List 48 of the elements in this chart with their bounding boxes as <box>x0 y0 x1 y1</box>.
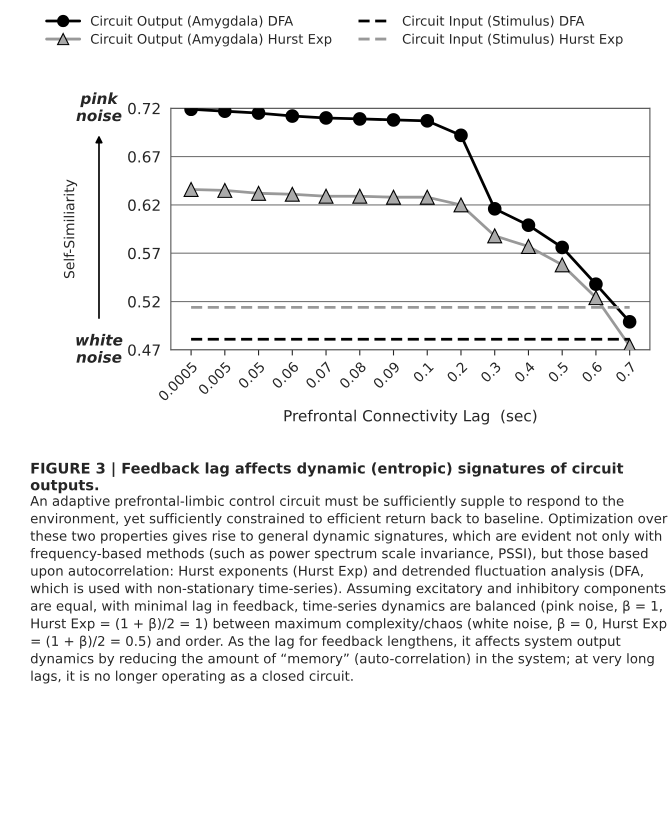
x-tick-label: 0.5 <box>547 361 569 383</box>
point <box>420 190 435 205</box>
point <box>352 112 367 126</box>
y-tick-label: 0.52 <box>128 296 160 308</box>
point <box>319 111 333 125</box>
y-tick-label: 0.72 <box>128 102 160 114</box>
x-axis-title: Prefrontal Connectivity Lag (sec) <box>284 410 536 424</box>
y-tick-label: 0.57 <box>128 248 160 260</box>
point <box>453 197 468 212</box>
point <box>284 186 300 202</box>
point <box>522 218 536 232</box>
text: An adaptive prefrontal-limbic control circuit must be sufficiently supple to respond to the environment, yet sufficiently constrained to efficient return back to baseline. Optimization over these two properties gives rise to general dynamic signatures, which are evident not only with frequency-based methods (such as power spectrum scale invariance, PSSI), but those based upon autocorrelation: Hurst exponents (Hurst Exp) and detrended fluctuation analysis (DFA, which is used with non-stationary time-series). Assuming excitatory and inhibitory components are equal, with minimal lag in feedback, time-series dynamics are balanced (pink noise, β = 1, Hurst Exp = (1 + β)/2 = 1) between maximum complexity/chaos (white noise, β = 0, Hurst Exp = (1 + β)/2 = 0.5) and order. As the lag for feedback lengthens, it affects system output dynamics by reducing the amount of “memory” (auto-correlation) in the system; at very long lags, it is no longer operating as a closed circuit. <box>30 496 668 684</box>
point <box>622 315 636 329</box>
legend-label: Circuit Output (Amygdala) Hurst Exp <box>90 34 332 46</box>
point <box>520 238 536 254</box>
point <box>252 108 266 120</box>
point <box>554 257 570 272</box>
x-tick-label: 0.7 <box>614 361 636 383</box>
text: FIGURE 3 | Feedback lag affects dynamic (entropic) signatures of circuit outputs. <box>30 462 624 494</box>
y-axis-title: Self-Similiarity <box>64 180 78 278</box>
point <box>386 190 402 205</box>
legend-label: Circuit Input (Stimulus) Hurst Exp <box>402 34 623 46</box>
legend-label: Circuit Input (Stimulus) DFA <box>402 16 584 28</box>
x-tick-label: 0.6 <box>581 361 603 383</box>
point <box>217 182 232 198</box>
point <box>420 114 434 128</box>
point <box>588 290 604 306</box>
legend-label: Circuit Output (Amygdala) DFA <box>90 16 294 28</box>
point <box>184 182 199 197</box>
x-tick-label: 0.2 <box>446 361 468 383</box>
point <box>555 240 569 254</box>
text: white noise <box>76 334 122 363</box>
point <box>352 188 368 204</box>
point <box>318 188 334 204</box>
x-tick-label: 0.3 <box>480 361 502 383</box>
point <box>454 128 468 142</box>
y-tick-label: 0.62 <box>128 199 160 211</box>
point <box>386 113 400 127</box>
point <box>487 228 502 244</box>
x-tick-label: 0.1 <box>412 361 434 383</box>
point <box>488 202 502 216</box>
y-tick-label: 0.47 <box>128 344 160 356</box>
point <box>251 186 266 201</box>
y-tick-label: 0.67 <box>128 151 160 163</box>
text: pink noise <box>76 92 122 122</box>
point <box>285 109 300 123</box>
point <box>589 277 603 291</box>
x-tick-label: 0.4 <box>514 361 536 383</box>
